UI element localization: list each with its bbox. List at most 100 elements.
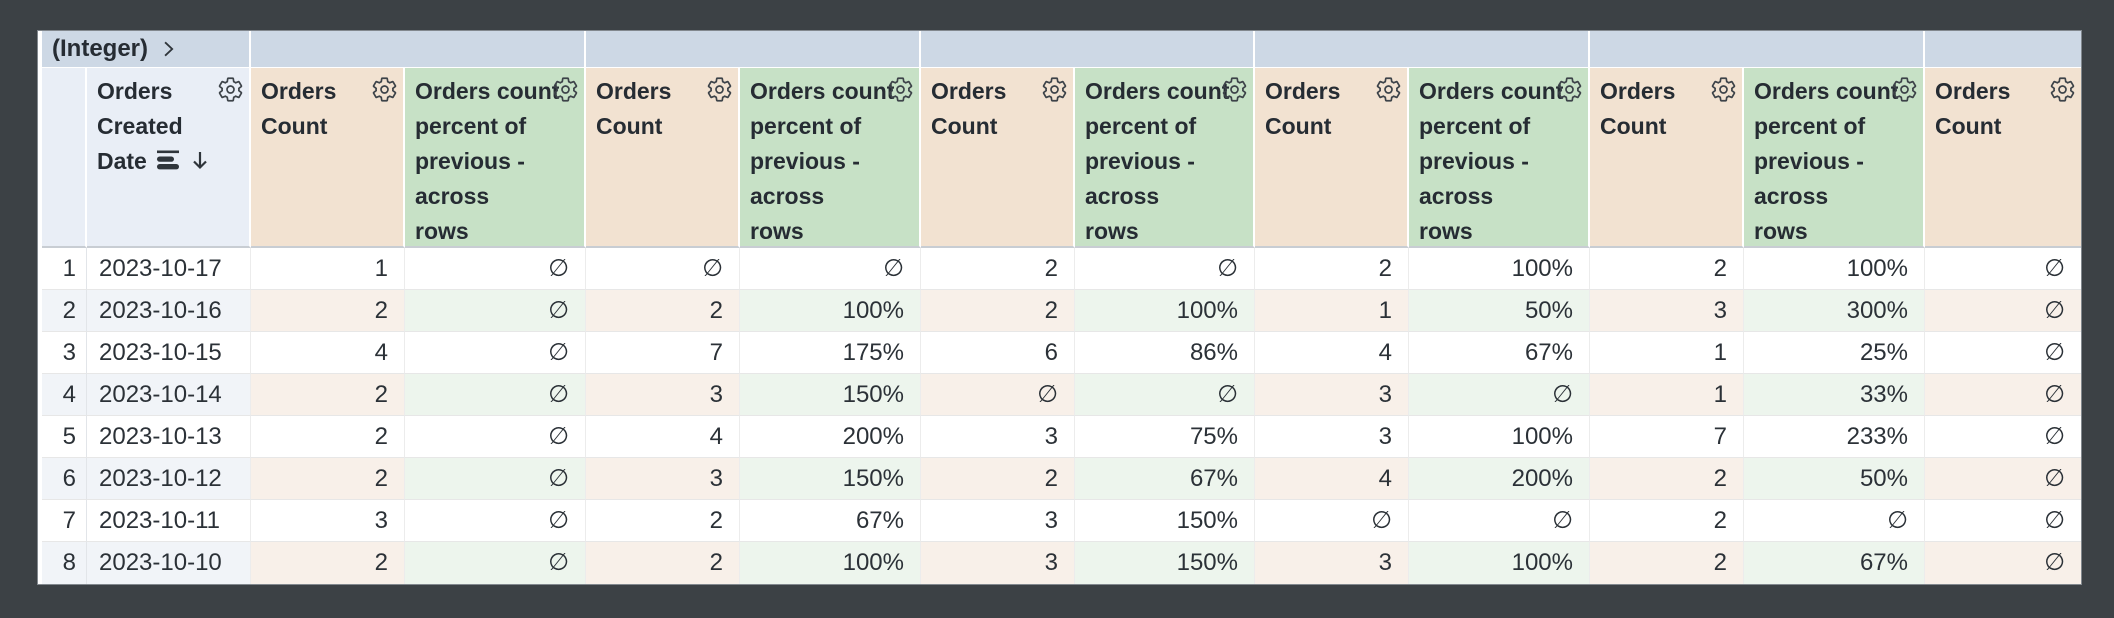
table-cell[interactable]: ∅ (405, 500, 586, 542)
table-cell[interactable]: 50% (1409, 290, 1590, 332)
table-cell[interactable]: 200% (1409, 458, 1590, 500)
table-cell[interactable]: 175% (740, 332, 921, 374)
date-cell[interactable]: 2023-10-12 (87, 458, 251, 500)
table-cell[interactable]: 6 (921, 332, 1075, 374)
gear-icon[interactable] (1710, 76, 1737, 103)
column-header-percent-9[interactable]: Orders count percent of previous - across ro… (1409, 68, 1590, 248)
table-cell[interactable]: ∅ (405, 416, 586, 458)
table-cell[interactable]: 7 (586, 332, 740, 374)
column-header-count-12[interactable]: Orders Count (1925, 68, 2081, 248)
column-header-date-1[interactable]: Orders Created Date (87, 68, 251, 248)
table-cell[interactable]: 300% (1744, 290, 1925, 332)
table-cell[interactable]: 4 (586, 416, 740, 458)
table-cell[interactable]: ∅ (586, 248, 740, 290)
table-cell[interactable]: 100% (740, 542, 921, 584)
table-cell[interactable]: 150% (1075, 500, 1255, 542)
table-cell[interactable]: 33% (1744, 374, 1925, 416)
table-cell[interactable]: 233% (1744, 416, 1925, 458)
table-cell[interactable]: ∅ (1925, 248, 2081, 290)
table-cell[interactable]: 3 (1255, 416, 1409, 458)
table-cell[interactable]: ∅ (1075, 374, 1255, 416)
table-cell[interactable]: 2 (921, 290, 1075, 332)
table-cell[interactable]: 86% (1075, 332, 1255, 374)
date-cell[interactable]: 2023-10-15 (87, 332, 251, 374)
table-cell[interactable]: ∅ (740, 248, 921, 290)
column-header-count-4[interactable]: Orders Count (586, 68, 740, 248)
column-header-percent-7[interactable]: Orders count percent of previous - across ro… (1075, 68, 1255, 248)
table-cell[interactable]: 2 (1590, 500, 1744, 542)
pivot-expand-icon[interactable] (158, 38, 178, 60)
column-header-count-8[interactable]: Orders Count (1255, 68, 1409, 248)
table-cell[interactable]: 2 (921, 248, 1075, 290)
column-header-percent-3[interactable]: Orders count percent of previous - across ro… (405, 68, 586, 248)
table-cell[interactable]: 3 (921, 416, 1075, 458)
date-cell[interactable]: 2023-10-11 (87, 500, 251, 542)
table-cell[interactable]: 67% (740, 500, 921, 542)
table-cell[interactable]: ∅ (1075, 248, 1255, 290)
table-cell[interactable]: 67% (1409, 332, 1590, 374)
table-cell[interactable]: ∅ (1925, 416, 2081, 458)
table-cell[interactable]: 3 (921, 500, 1075, 542)
date-cell[interactable]: 2023-10-14 (87, 374, 251, 416)
table-cell[interactable]: ∅ (405, 374, 586, 416)
table-cell[interactable]: 100% (1744, 248, 1925, 290)
table-cell[interactable]: ∅ (1409, 374, 1590, 416)
date-cell[interactable]: 2023-10-10 (87, 542, 251, 584)
table-cell[interactable]: 2 (921, 458, 1075, 500)
table-cell[interactable]: 1 (1255, 290, 1409, 332)
table-cell[interactable]: 2 (251, 458, 405, 500)
gear-icon[interactable] (217, 76, 244, 103)
table-cell[interactable]: 2 (1590, 542, 1744, 584)
gear-icon[interactable] (1556, 76, 1583, 103)
table-cell[interactable]: 3 (251, 500, 405, 542)
table-cell[interactable]: 150% (740, 458, 921, 500)
column-header-count-10[interactable]: Orders Count (1590, 68, 1744, 248)
table-cell[interactable]: 2 (1590, 248, 1744, 290)
table-cell[interactable]: 100% (1409, 416, 1590, 458)
table-cell[interactable]: 67% (1075, 458, 1255, 500)
table-cell[interactable]: 25% (1744, 332, 1925, 374)
gear-icon[interactable] (1375, 76, 1402, 103)
table-cell[interactable]: ∅ (1744, 500, 1925, 542)
table-cell[interactable]: 67% (1744, 542, 1925, 584)
table-cell[interactable]: ∅ (1925, 332, 2081, 374)
table-cell[interactable]: 3 (1255, 542, 1409, 584)
table-cell[interactable]: ∅ (405, 248, 586, 290)
table-cell[interactable]: 2 (251, 416, 405, 458)
column-header-count-2[interactable]: Orders Count (251, 68, 405, 248)
table-cell[interactable]: 3 (586, 458, 740, 500)
table-cell[interactable]: 75% (1075, 416, 1255, 458)
gear-icon[interactable] (1041, 76, 1068, 103)
table-cell[interactable]: 100% (1075, 290, 1255, 332)
gear-icon[interactable] (371, 76, 398, 103)
table-cell[interactable]: 2 (586, 542, 740, 584)
table-cell[interactable]: 100% (740, 290, 921, 332)
table-cell[interactable]: 1 (1590, 374, 1744, 416)
table-cell[interactable]: 2 (1590, 458, 1744, 500)
table-cell[interactable]: ∅ (1925, 374, 2081, 416)
column-header-percent-5[interactable]: Orders count percent of previous - across ro… (740, 68, 921, 248)
pivot-field-header[interactable]: (Integer) (42, 31, 251, 68)
gear-icon[interactable] (1221, 76, 1248, 103)
table-cell[interactable]: 150% (740, 374, 921, 416)
table-cell[interactable]: ∅ (405, 332, 586, 374)
table-cell[interactable]: ∅ (1409, 500, 1590, 542)
table-cell[interactable]: 2 (251, 374, 405, 416)
table-cell[interactable]: 200% (740, 416, 921, 458)
table-cell[interactable]: ∅ (405, 542, 586, 584)
table-cell[interactable]: 100% (1409, 542, 1590, 584)
table-cell[interactable]: 150% (1075, 542, 1255, 584)
table-cell[interactable]: 2 (1255, 248, 1409, 290)
column-header-count-6[interactable]: Orders Count (921, 68, 1075, 248)
table-cell[interactable]: 2 (586, 290, 740, 332)
table-cell[interactable]: 1 (1590, 332, 1744, 374)
table-cell[interactable]: ∅ (1925, 500, 2081, 542)
table-cell[interactable]: 3 (921, 542, 1075, 584)
table-cell[interactable]: 7 (1590, 416, 1744, 458)
gear-icon[interactable] (706, 76, 733, 103)
table-cell[interactable]: 1 (251, 248, 405, 290)
table-cell[interactable]: 4 (1255, 458, 1409, 500)
date-cell[interactable]: 2023-10-16 (87, 290, 251, 332)
table-cell[interactable]: 4 (1255, 332, 1409, 374)
table-cell[interactable]: ∅ (1925, 458, 2081, 500)
